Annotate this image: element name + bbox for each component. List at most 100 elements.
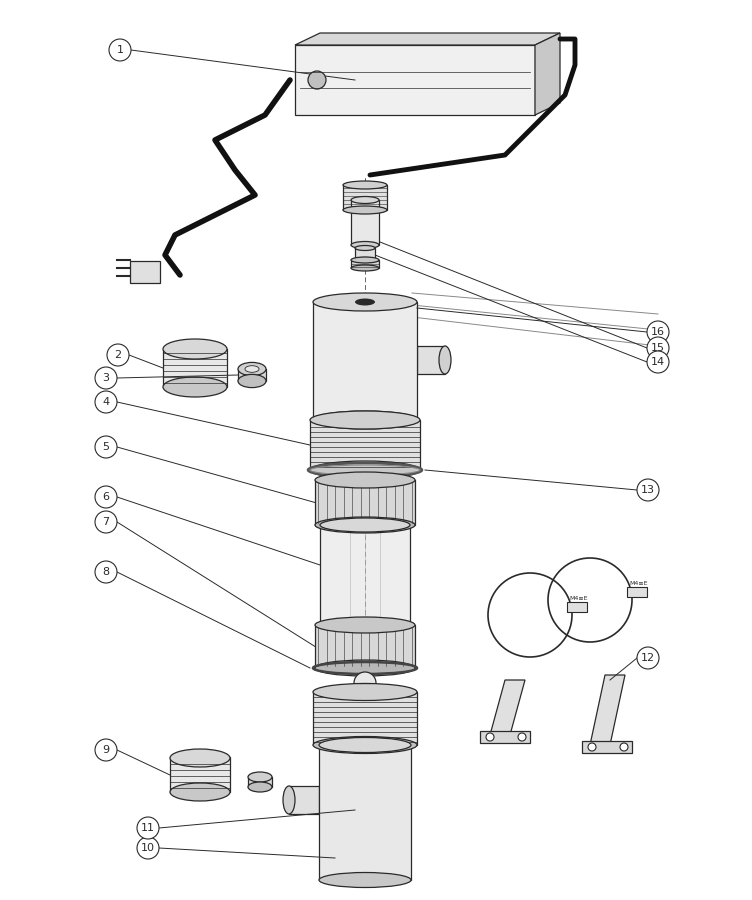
Ellipse shape — [355, 299, 375, 305]
Circle shape — [137, 837, 159, 859]
Circle shape — [95, 391, 117, 413]
Text: M4≡E: M4≡E — [569, 596, 587, 601]
Circle shape — [518, 733, 526, 741]
Bar — [289, 786, 319, 814]
Bar — [295, 45, 535, 115]
Ellipse shape — [163, 339, 227, 359]
Ellipse shape — [315, 660, 415, 676]
Circle shape — [588, 743, 596, 751]
Ellipse shape — [439, 346, 451, 374]
Text: 6: 6 — [102, 492, 110, 502]
Text: 8: 8 — [102, 567, 110, 577]
Text: 12: 12 — [641, 653, 655, 663]
Ellipse shape — [319, 737, 411, 752]
Ellipse shape — [351, 241, 379, 248]
Text: M4≡E: M4≡E — [629, 581, 647, 586]
Circle shape — [308, 71, 326, 89]
Bar — [170, 757, 230, 792]
Bar — [480, 731, 530, 743]
Bar — [351, 260, 379, 268]
Text: 7: 7 — [102, 517, 110, 527]
Ellipse shape — [248, 782, 272, 792]
Circle shape — [637, 647, 659, 669]
Bar — [417, 346, 445, 374]
Circle shape — [637, 479, 659, 501]
Polygon shape — [590, 675, 625, 745]
Ellipse shape — [238, 374, 266, 388]
Bar — [319, 745, 411, 880]
Text: 16: 16 — [651, 327, 665, 337]
Circle shape — [95, 486, 117, 508]
Ellipse shape — [355, 257, 375, 263]
Bar — [355, 248, 375, 260]
Ellipse shape — [351, 265, 379, 271]
Text: 3: 3 — [102, 373, 110, 383]
Polygon shape — [490, 680, 525, 735]
Polygon shape — [535, 33, 560, 115]
Bar — [130, 261, 160, 283]
Bar — [627, 587, 647, 597]
Ellipse shape — [310, 411, 420, 429]
Text: 5: 5 — [102, 442, 110, 452]
Circle shape — [486, 733, 494, 741]
Circle shape — [95, 561, 117, 583]
Circle shape — [95, 739, 117, 761]
Bar — [315, 480, 415, 525]
Text: 1: 1 — [117, 45, 123, 55]
Ellipse shape — [245, 365, 259, 373]
Ellipse shape — [315, 472, 415, 488]
Circle shape — [137, 817, 159, 839]
Text: 11: 11 — [141, 823, 155, 833]
Ellipse shape — [163, 377, 227, 397]
Bar — [163, 349, 227, 387]
Circle shape — [95, 367, 117, 389]
Ellipse shape — [313, 736, 417, 753]
Text: 13: 13 — [641, 485, 655, 495]
Bar — [567, 602, 587, 612]
Bar — [351, 200, 379, 245]
Ellipse shape — [319, 872, 411, 887]
Ellipse shape — [313, 683, 417, 700]
Bar — [320, 525, 410, 625]
Ellipse shape — [313, 411, 417, 429]
Text: 14: 14 — [651, 357, 665, 367]
Ellipse shape — [350, 297, 380, 307]
Circle shape — [95, 511, 117, 533]
Text: 10: 10 — [141, 843, 155, 853]
Ellipse shape — [351, 196, 379, 203]
Ellipse shape — [170, 783, 230, 801]
Ellipse shape — [313, 293, 417, 311]
Circle shape — [647, 321, 669, 343]
Ellipse shape — [343, 181, 387, 189]
Bar — [248, 777, 272, 787]
Circle shape — [620, 743, 628, 751]
Text: 9: 9 — [102, 745, 110, 755]
Circle shape — [109, 39, 131, 61]
Ellipse shape — [238, 363, 266, 375]
Bar — [313, 302, 417, 420]
Bar — [343, 185, 387, 210]
Text: 2: 2 — [114, 350, 122, 360]
Ellipse shape — [315, 517, 415, 533]
Circle shape — [647, 337, 669, 359]
Ellipse shape — [320, 618, 410, 632]
Text: 15: 15 — [651, 343, 665, 353]
Circle shape — [354, 672, 376, 694]
Bar — [238, 369, 266, 381]
Ellipse shape — [315, 617, 415, 633]
Ellipse shape — [351, 257, 379, 263]
Bar — [310, 420, 420, 470]
Ellipse shape — [283, 786, 295, 814]
Ellipse shape — [320, 518, 410, 532]
Bar — [315, 625, 415, 668]
Polygon shape — [295, 33, 560, 45]
Ellipse shape — [355, 246, 375, 250]
Circle shape — [95, 436, 117, 458]
Ellipse shape — [343, 206, 387, 214]
Circle shape — [107, 344, 129, 366]
Bar — [313, 692, 417, 745]
Bar — [582, 741, 632, 753]
Ellipse shape — [170, 749, 230, 767]
Text: 4: 4 — [102, 397, 110, 407]
Ellipse shape — [248, 772, 272, 782]
